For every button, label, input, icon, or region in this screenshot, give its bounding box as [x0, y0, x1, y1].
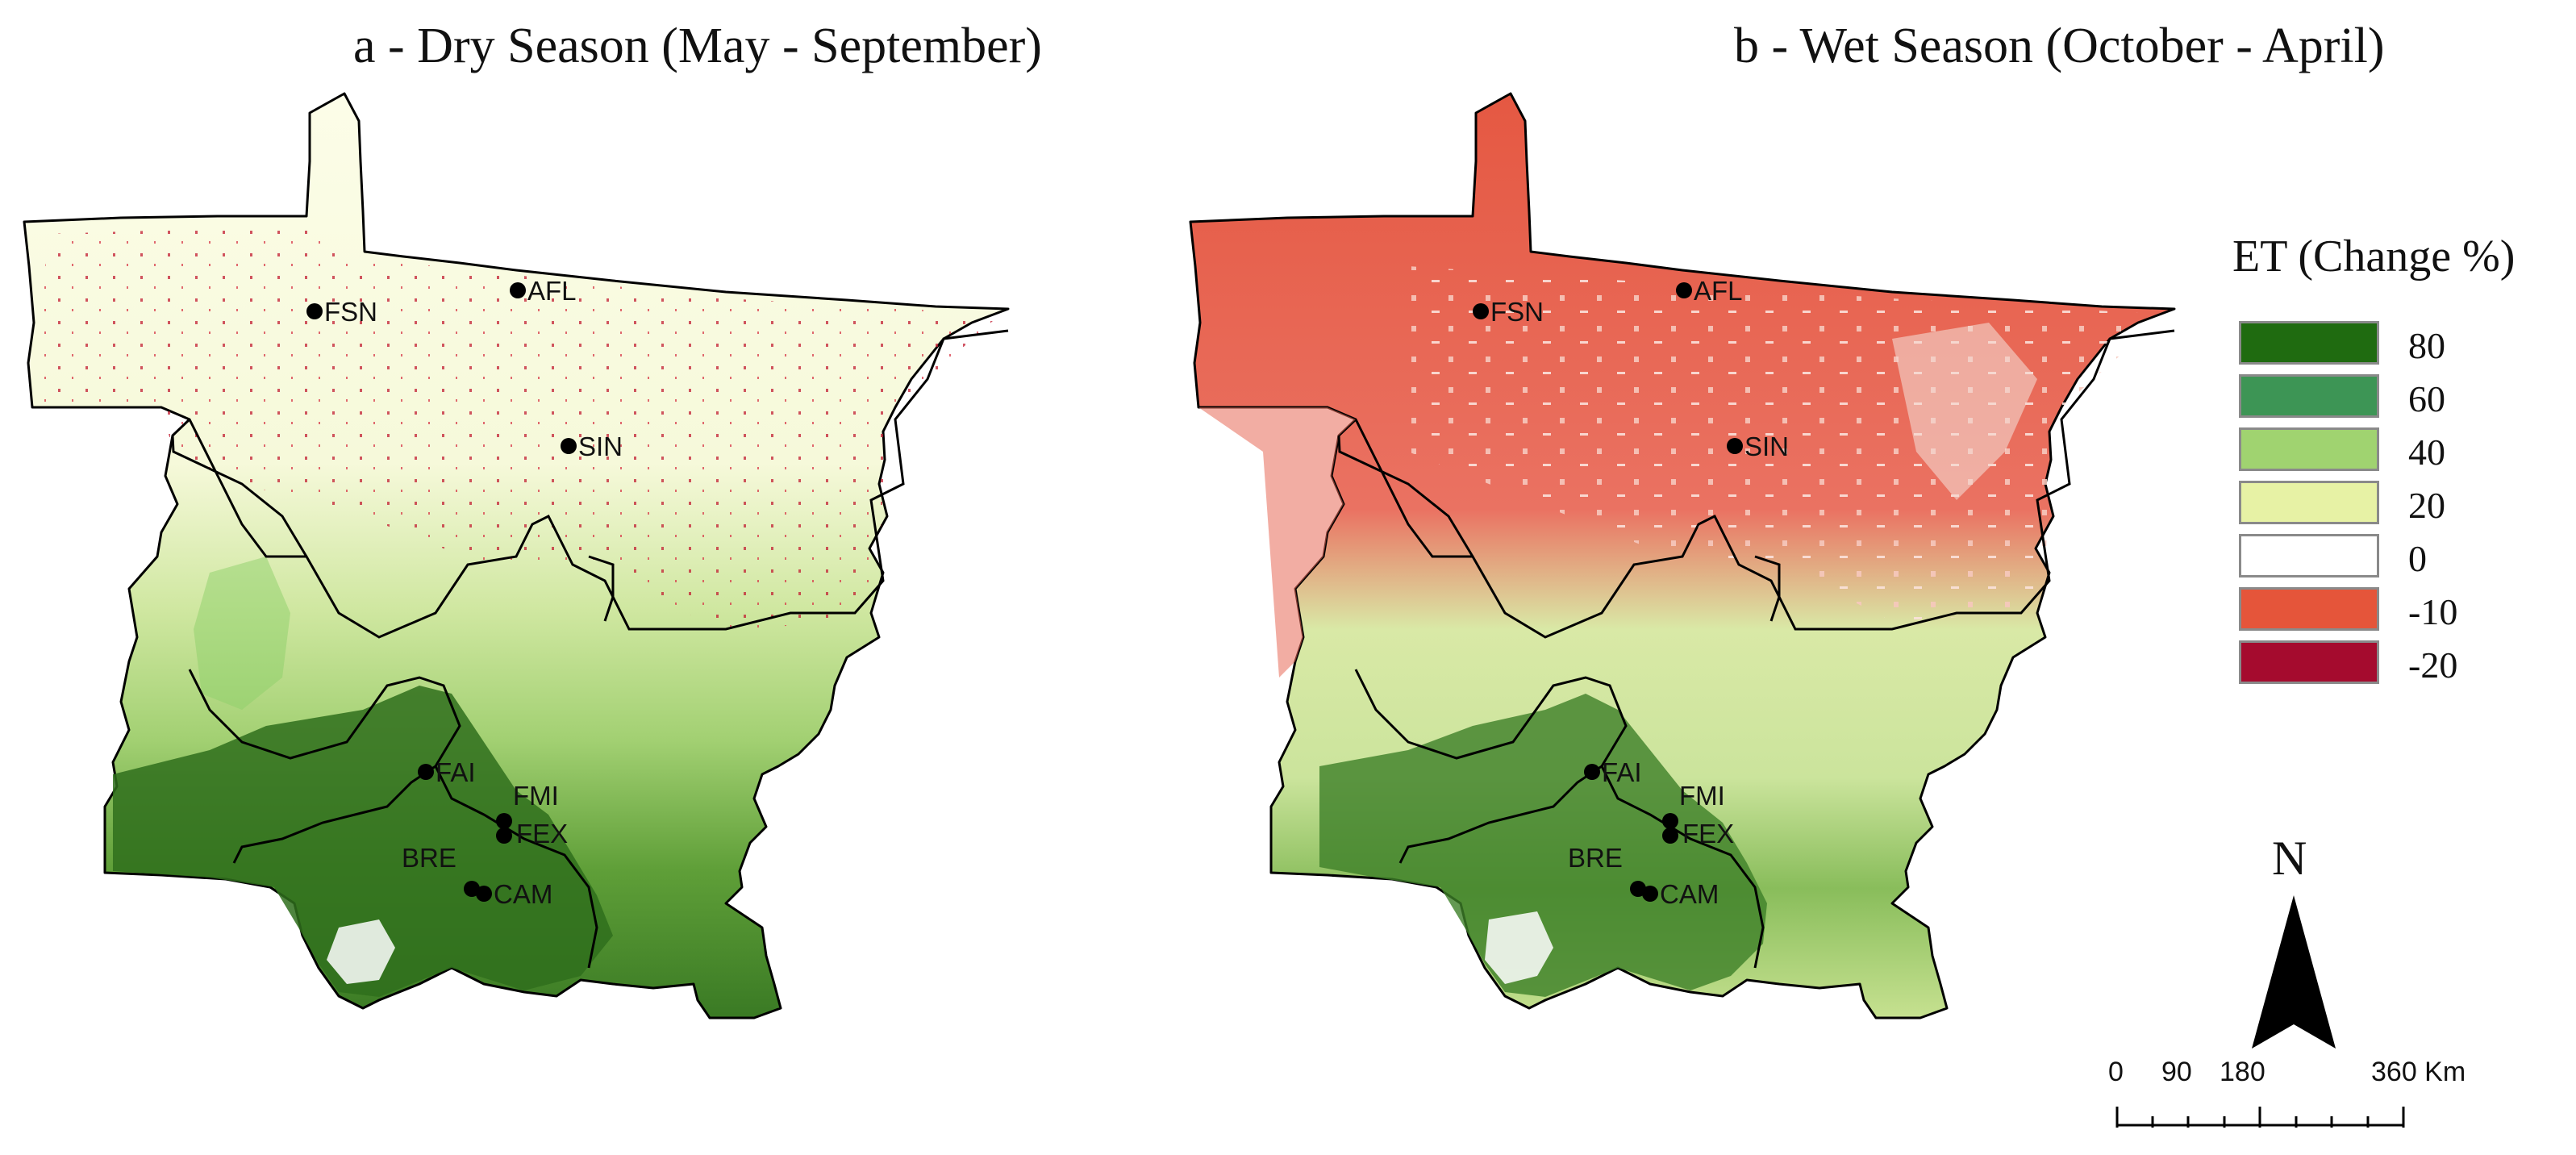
- site-label-fai-b: FAI: [1602, 757, 1642, 787]
- map-panel-b: FSN AFL SIN FAI FMI FEX BRE CAM: [1189, 92, 2176, 1019]
- legend-swatch: [2239, 374, 2379, 418]
- scale-bar: [2115, 1107, 2405, 1128]
- site-label-fex-a: FEX: [516, 819, 568, 849]
- site-markers-b: FSN AFL SIN FAI FMI FEX BRE CAM: [1473, 276, 1789, 909]
- legend-swatch: [2239, 587, 2379, 631]
- legend-swatch: [2239, 534, 2379, 578]
- panel-b-title: b - Wet Season (October - April): [1734, 19, 2385, 73]
- north-label: N: [2272, 832, 2307, 885]
- legend-title: ET (Change %): [2232, 231, 2516, 281]
- site-label-fai-a: FAI: [436, 757, 476, 787]
- site-label-afl-a: AFL: [527, 276, 577, 306]
- site-label-fsn-b: FSN: [1490, 297, 1544, 327]
- scale-tick-label: 360 Km: [2371, 1057, 2466, 1087]
- site-label-cam-a: CAM: [494, 879, 552, 909]
- map-panel-a: FSN AFL SIN FAI FMI FEX BRE CAM: [23, 92, 1010, 1019]
- legend-swatch: [2239, 640, 2379, 684]
- north-arrow-icon: [2252, 895, 2336, 1049]
- legend-swatch: [2239, 427, 2379, 471]
- legend-label: 20: [2408, 485, 2445, 526]
- scale-tick-label: 0: [2108, 1057, 2124, 1087]
- site-label-cam-b: CAM: [1660, 879, 1719, 909]
- site-markers-a: FSN AFL SIN FAI FMI FEX BRE CAM: [306, 276, 623, 909]
- legend-swatch: [2239, 321, 2379, 365]
- site-label-bre-a: BRE: [402, 843, 456, 873]
- legend-label: 0: [2408, 538, 2427, 579]
- legend-label: 60: [2408, 378, 2445, 419]
- legend-label: -20: [2408, 644, 2458, 686]
- site-label-fsn-a: FSN: [324, 297, 377, 327]
- scale-tick-label: 90: [2161, 1057, 2192, 1087]
- site-label-bre-b: BRE: [1568, 843, 1623, 873]
- site-label-fmi-b: FMI: [1679, 781, 1725, 811]
- site-label-sin-b: SIN: [1744, 432, 1789, 461]
- legend-label: 40: [2408, 432, 2445, 473]
- legend-swatch: [2239, 481, 2379, 524]
- panel-a-title: a - Dry Season (May - September): [353, 19, 1042, 73]
- site-label-afl-b: AFL: [1694, 276, 1743, 306]
- site-label-fex-b: FEX: [1682, 819, 1734, 849]
- site-label-fmi-a: FMI: [513, 781, 559, 811]
- site-label-sin-a: SIN: [578, 432, 623, 461]
- scale-tick-label: 180: [2220, 1057, 2265, 1087]
- legend-label: 80: [2408, 325, 2445, 366]
- legend-label: -10: [2408, 591, 2458, 632]
